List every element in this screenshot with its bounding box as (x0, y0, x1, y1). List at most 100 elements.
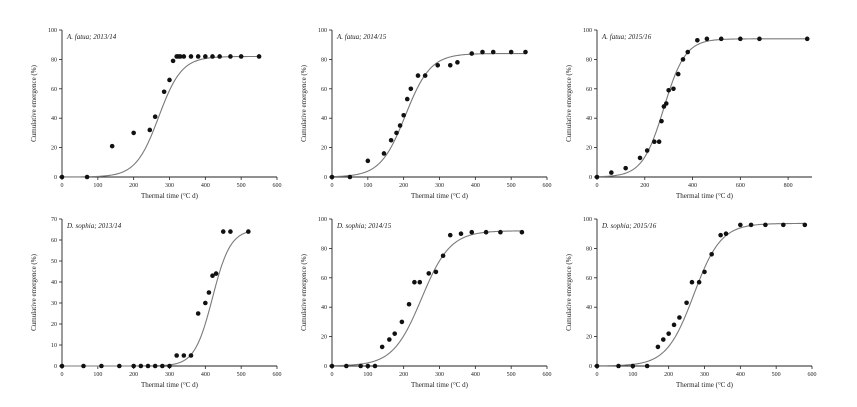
data-point (440, 253, 446, 259)
x-tick-label: 300 (435, 183, 444, 189)
data-point (680, 57, 686, 62)
y-tick-label: 20 (586, 146, 592, 152)
x-tick-label: 200 (399, 183, 408, 189)
x-tick-label: 600 (273, 183, 282, 189)
data-point (167, 363, 172, 369)
data-point (689, 279, 695, 285)
y-tick-label: 0 (324, 364, 327, 370)
x-tick-label: 100 (363, 372, 372, 378)
x-tick-label: 200 (640, 183, 649, 189)
data-point (702, 269, 707, 275)
data-point (469, 51, 475, 56)
y-tick-label: 60 (51, 238, 57, 244)
x-tick-label: 500 (507, 183, 516, 189)
fit-curve (331, 230, 522, 367)
data-point (203, 54, 208, 59)
data-point (675, 71, 681, 77)
data-point (379, 344, 385, 350)
y-tick-label: 60 (586, 87, 592, 93)
y-tick-label: 20 (321, 335, 327, 341)
panel-a-fatua-2015-16: 0 200 400 600 800 0 20 40 60 80 100 Thermal time (°… (555, 18, 825, 208)
x-tick-label: 600 (273, 372, 282, 378)
x-tick-label: 0 (331, 372, 334, 378)
x-tick-label: 200 (664, 372, 673, 378)
x-tick-label: 0 (596, 372, 599, 378)
data-point (718, 36, 724, 42)
fit-curve (331, 52, 526, 178)
data-point (138, 363, 144, 369)
data-point (684, 300, 689, 306)
y-tick-label: 70 (51, 217, 57, 223)
data-point (666, 331, 671, 336)
data-point (152, 363, 158, 369)
data-point (109, 143, 115, 149)
data-point (519, 229, 525, 235)
data-point (655, 344, 661, 350)
fit-curve (596, 38, 808, 178)
data-point (763, 222, 768, 228)
data-point (447, 62, 453, 68)
y-tick-label: 40 (51, 116, 57, 122)
y-tick-label: 60 (586, 276, 592, 282)
y-tick-label: 40 (51, 280, 57, 286)
data-point (161, 89, 167, 95)
data-point (594, 174, 600, 180)
x-tick-label: 100 (93, 372, 102, 378)
x-tick-label: 300 (165, 372, 174, 378)
panel-d-sophia-2013-14: 0 100 200 300 400 500 600 0 10 20 30 40 50 60 70 Therma… (20, 207, 290, 397)
y-tick-label: 30 (51, 301, 57, 307)
y-tick-label: 0 (54, 175, 57, 181)
data-point (177, 54, 183, 59)
y-axis-title: Cumulative emergence (%) (30, 64, 38, 142)
y-tick-label: 20 (51, 146, 57, 152)
panel-title: A. fatua; 2014/15 (336, 33, 387, 41)
data-point (394, 130, 399, 136)
x-axis-title: Thermal time (°C d) (676, 192, 734, 200)
x-tick-label: 0 (596, 183, 599, 189)
data-point (170, 58, 176, 64)
data-point (392, 331, 398, 336)
data-point (802, 222, 808, 228)
x-tick-label: 0 (61, 372, 64, 378)
data-point (469, 229, 475, 235)
panel-d-sophia-2015-16: 0 100 200 300 400 500 600 0 20 40 60 80 100 Thermal t… (555, 207, 825, 397)
data-point (210, 54, 215, 59)
data-point (594, 363, 600, 369)
data-point (412, 279, 417, 285)
y-tick-label: 20 (586, 335, 592, 341)
data-point (228, 229, 233, 234)
data-point (659, 118, 664, 124)
panel-a-fatua-2014-15: 0 100 200 300 400 500 600 0 20 40 60 80 100 Thermal t… (290, 18, 560, 208)
data-point (422, 73, 428, 78)
data-point (644, 148, 650, 153)
data-point (490, 49, 496, 55)
y-tick-label: 0 (589, 175, 592, 181)
data-point (59, 174, 65, 180)
data-point (671, 86, 676, 92)
data-point (781, 222, 786, 228)
data-point (637, 155, 643, 161)
y-tick-label: 20 (51, 322, 57, 328)
data-point (388, 137, 394, 143)
x-tick-label: 200 (129, 372, 138, 378)
chart-d-sophia-2014-15: 0 100 200 300 400 500 600 0 20 40 60 80 100 Thermal t… (300, 217, 552, 389)
data-point (677, 315, 682, 320)
data-point (238, 54, 244, 59)
y-tick-label: 100 (583, 217, 592, 223)
data-point (704, 36, 710, 42)
x-tick-label: 200 (129, 183, 138, 189)
data-point (738, 36, 743, 42)
x-tick-label: 400 (201, 372, 210, 378)
y-tick-label: 100 (583, 28, 592, 34)
x-tick-label: 600 (543, 183, 552, 189)
chart-a-fatua-2015-16: 0 200 400 600 800 0 20 40 60 80 100 Thermal time (°… (565, 28, 812, 200)
x-tick-label: 500 (237, 372, 246, 378)
x-tick-label: 0 (331, 183, 334, 189)
y-axis-title: Cumulative emergence (%) (30, 253, 38, 331)
data-point (696, 279, 702, 285)
data-point (365, 363, 371, 369)
fit-curve (62, 55, 260, 178)
data-point (695, 37, 700, 43)
data-point (152, 114, 158, 120)
data-point (365, 158, 371, 164)
